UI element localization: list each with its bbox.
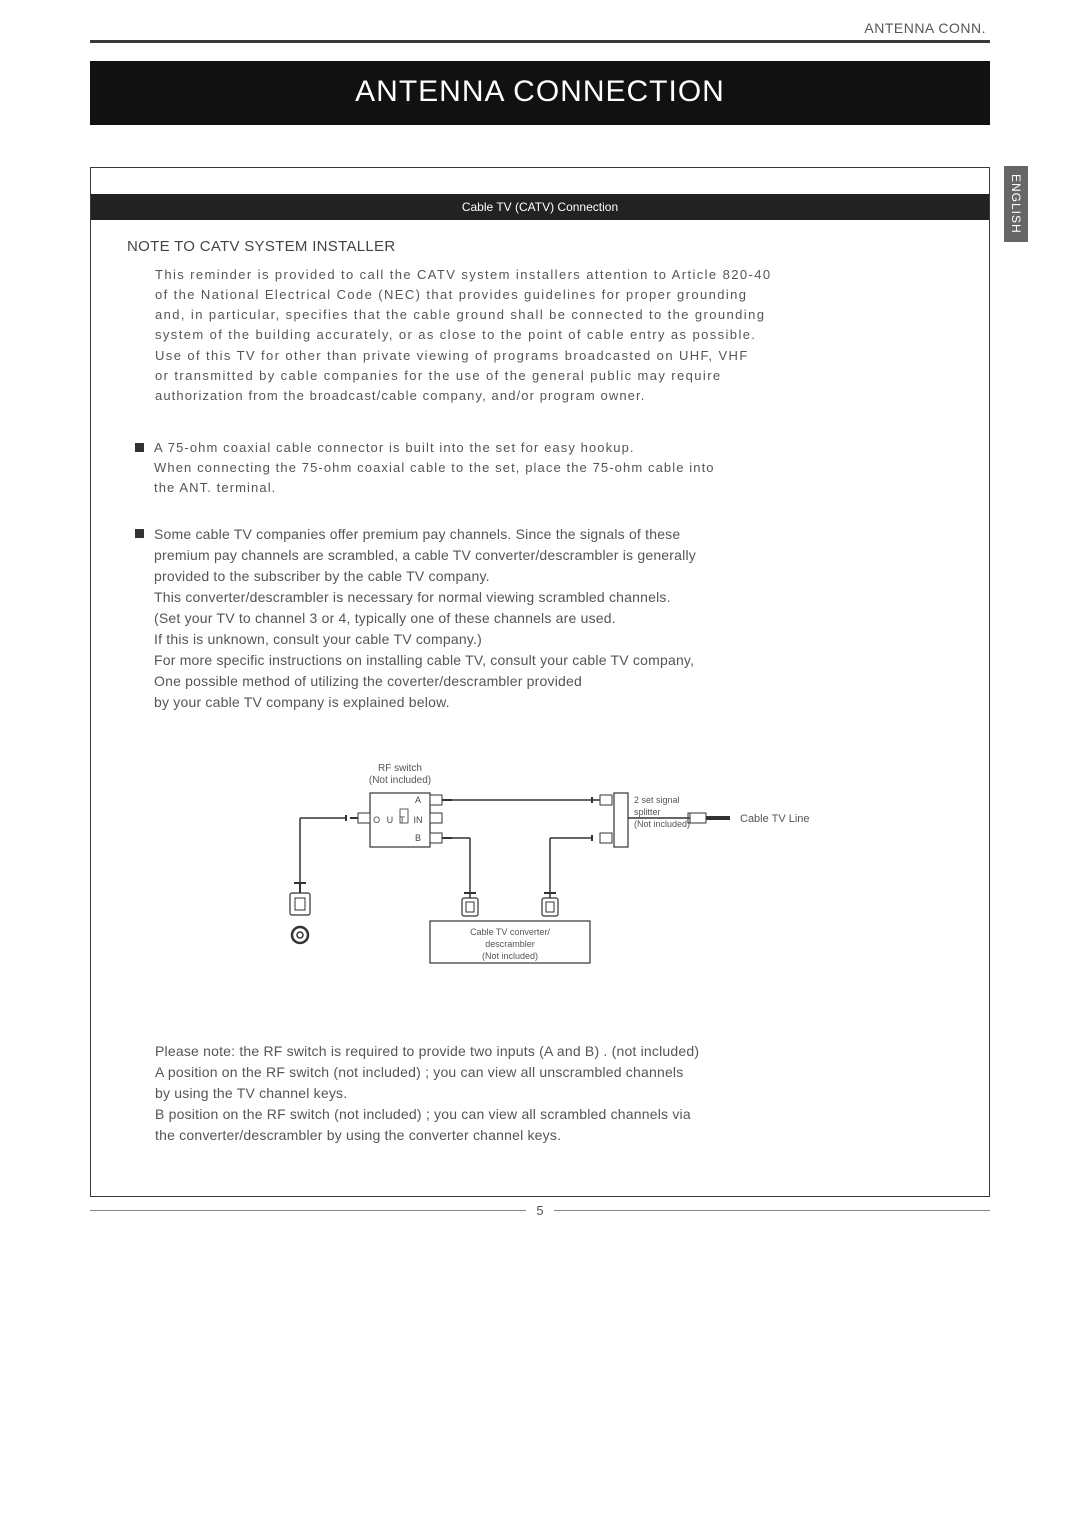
note-line: Use of this TV for other than private vi… (155, 346, 939, 366)
rf-switch-label: RF switch (378, 763, 422, 774)
converter-label-1: Cable TV converter/ (470, 927, 550, 937)
note-line: authorization from the broadcast/cable c… (155, 386, 939, 406)
splitter-label-2: splitter (634, 807, 661, 817)
footer-note: Please note: the RF switch is required t… (91, 1013, 989, 1146)
bullet-line: provided to the subscriber by the cable … (154, 566, 929, 587)
footer-rule-left (90, 1210, 526, 1211)
page-title: ANTENNA CONNECTION (90, 61, 990, 125)
bullet-line: If this is unknown, consult your cable T… (154, 629, 929, 650)
bullet-2: Some cable TV companies offer premium pa… (91, 498, 989, 713)
converter-label-2: descrambler (485, 939, 535, 949)
note-body: This reminder is provided to call the CA… (91, 265, 989, 406)
bullet-line: by your cable TV company is explained be… (154, 692, 929, 713)
connection-diagram: RF switch (Not included) A O U T IN B (151, 753, 929, 1013)
rf-connector-b (430, 833, 452, 843)
rf-b-label: B (415, 833, 421, 843)
page-number-row: 5 (90, 1203, 990, 1218)
rf-out-label: O U T (373, 815, 407, 825)
splitter-label-1: 2 set signal (634, 795, 680, 805)
rf-connector-out (346, 813, 370, 823)
page-number: 5 (526, 1203, 553, 1218)
bullet-line: premium pay channels are scrambled, a ca… (154, 545, 929, 566)
cable-tv-line-label: Cable TV Line (740, 813, 810, 825)
bullet-1: A 75-ohm coaxial cable connector is buil… (91, 406, 989, 498)
manual-page: ANTENNA CONN. ANTENNA CONNECTION ENGLISH… (0, 0, 1080, 1527)
note-title: NOTE TO CATV SYSTEM INSTALLER (91, 234, 989, 265)
bullet-line: This converter/descrambler is necessary … (154, 587, 929, 608)
content-frame: Cable TV (CATV) Connection NOTE TO CATV … (90, 167, 990, 1197)
note-line: system of the building accurately, or as… (155, 325, 939, 345)
converter-not-included: (Not included) (482, 951, 538, 961)
rf-in-label: IN (414, 815, 423, 825)
note-line: of the National Electrical Code (NEC) th… (155, 285, 939, 305)
bullet-icon (135, 443, 144, 452)
footer-rule-right (554, 1210, 990, 1211)
bullet-line: Some cable TV companies offer premium pa… (154, 524, 929, 545)
bullet-line: the ANT. terminal. (154, 478, 929, 498)
footer-line: by using the TV channel keys. (155, 1083, 929, 1104)
cable-line-connector (690, 813, 730, 823)
bullet-line: For more specific instructions on instal… (154, 650, 929, 671)
splitter-not-included: (Not included) (634, 819, 690, 829)
bullet-line: When connecting the 75-ohm coaxial cable… (154, 458, 929, 478)
bullet-line: A 75-ohm coaxial cable connector is buil… (154, 438, 929, 458)
bullet-line: One possible method of utilizing the cov… (154, 671, 929, 692)
splitter-box (614, 793, 628, 847)
bullet-line: (Set your TV to channel 3 or 4, typicall… (154, 608, 929, 629)
language-tab: ENGLISH (1004, 166, 1028, 242)
rf-not-included: (Not included) (369, 775, 431, 786)
splitter-in-b (592, 833, 612, 843)
tv-antenna-icon (290, 883, 310, 943)
footer-line: Please note: the RF switch is required t… (155, 1041, 929, 1062)
subsection-bar: Cable TV (CATV) Connection (91, 194, 989, 220)
footer-line: B position on the RF switch (not include… (155, 1104, 929, 1125)
note-line: This reminder is provided to call the CA… (155, 265, 939, 285)
rf-a-label: A (415, 795, 421, 805)
rf-connector-in (430, 813, 442, 823)
note-line: and, in particular, specifies that the c… (155, 305, 939, 325)
top-rule (90, 40, 990, 43)
section-header: ANTENNA CONN. (90, 20, 990, 36)
bullet-icon (135, 529, 144, 538)
rf-connector-a (430, 795, 452, 805)
footer-line: the converter/descrambler by using the c… (155, 1125, 929, 1146)
footer-line: A position on the RF switch (not include… (155, 1062, 929, 1083)
note-line: or transmitted by cable companies for th… (155, 366, 939, 386)
